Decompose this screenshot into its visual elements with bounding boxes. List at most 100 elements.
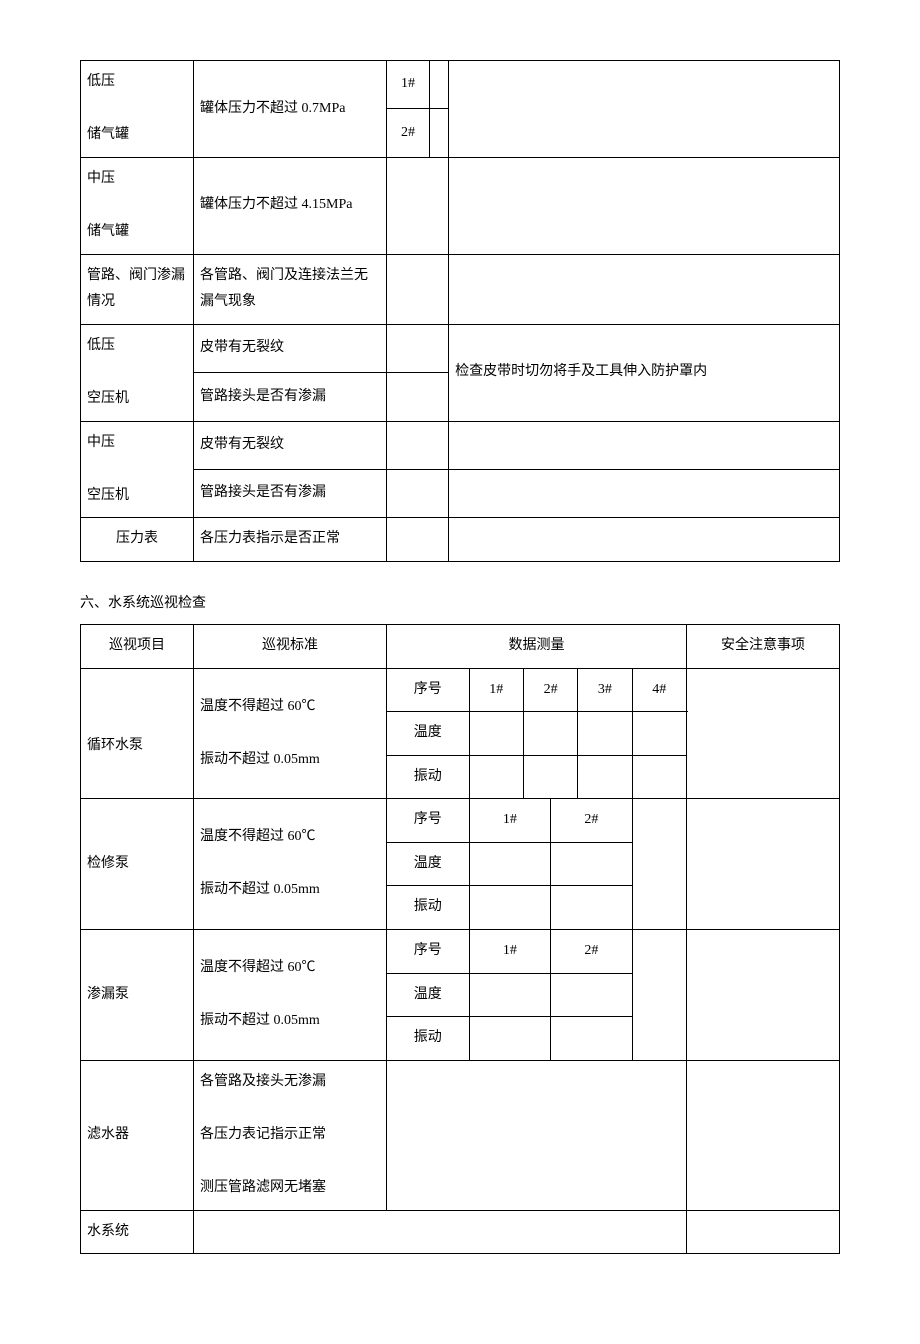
standard-cell: 管路接头是否有渗漏 (194, 469, 387, 517)
note-cell (449, 157, 840, 254)
standard-cell: 各管路、阀门及连接法兰无漏气现象 (194, 254, 387, 324)
value-cell (523, 712, 577, 756)
table-row: 滤水器 各管路及接头无渗漏 各压力表记指示正常 测压管路滤网无堵塞 (81, 1060, 840, 1210)
item-cell: 水系统 (81, 1210, 194, 1254)
mark-cell: 3# (578, 668, 632, 712)
value-cell (430, 61, 449, 109)
mark-cell: 2# (523, 668, 577, 712)
item-cell: 低压 空压机 (81, 324, 194, 421)
cell-text: 低压 (87, 338, 115, 353)
cell-text: 储气罐 (87, 127, 129, 142)
cell-text: 温度不得超过 60℃ (200, 699, 316, 714)
cell-text: 测压管路滤网无堵塞 (200, 1180, 326, 1195)
cell-text: 储气罐 (87, 224, 129, 239)
blank-cell (632, 930, 686, 1061)
standard-cell: 各管路及接头无渗漏 各压力表记指示正常 测压管路滤网无堵塞 (194, 1060, 387, 1210)
standard-cell: 各压力表指示是否正常 (194, 518, 387, 562)
cell-text: 中压 (87, 171, 115, 186)
note-cell (449, 421, 840, 469)
mark-cell: 1# (469, 930, 551, 974)
cell-text: 振动不超过 0.05mm (200, 752, 320, 767)
item-cell: 渗漏泵 (81, 930, 194, 1061)
value-cell (387, 469, 449, 517)
standard-cell: 罐体压力不超过 0.7MPa (194, 61, 387, 158)
section-title: 六、水系统巡视检查 (80, 592, 840, 612)
note-cell (687, 1210, 840, 1254)
cell-text: 各管路及接头无渗漏 (200, 1074, 326, 1089)
cell-text: 振动不超过 0.05mm (200, 882, 320, 897)
table-row: 循环水泵 温度不得超过 60℃ 振动不超过 0.05mm 序号 1# 2# 3#… (81, 668, 840, 712)
note-cell (687, 668, 840, 799)
standard-cell: 皮带有无裂纹 (194, 324, 387, 372)
value-cell (469, 973, 551, 1017)
note-cell (449, 518, 840, 562)
table-row: 检修泵 温度不得超过 60℃ 振动不超过 0.05mm 序号 1# 2# (81, 799, 840, 843)
item-cell: 循环水泵 (81, 668, 194, 799)
standard-cell: 罐体压力不超过 4.15MPa (194, 157, 387, 254)
value-cell (469, 842, 551, 886)
note-cell (449, 254, 840, 324)
header-cell: 数据测量 (387, 624, 687, 668)
cell-text: 中压 (87, 435, 115, 450)
temp-label: 温度 (387, 842, 470, 886)
standard-cell: 温度不得超过 60℃ 振动不超过 0.05mm (194, 668, 387, 799)
cell-text: 振动不超过 0.05mm (200, 1013, 320, 1028)
table-row: 低压 空压机 皮带有无裂纹 检查皮带时切勿将手及工具伸入防护罩内 (81, 324, 840, 372)
mark-cell: 1# (469, 799, 551, 843)
table-row: 水系统 (81, 1210, 840, 1254)
compressor-inspection-table: 低压 储气罐 罐体压力不超过 0.7MPa 1# 2# 中压 储气罐 罐体压力不… (80, 60, 840, 562)
note-cell: 检查皮带时切勿将手及工具伸入防护罩内 (449, 324, 840, 421)
value-cell (523, 755, 577, 799)
table-row: 中压 储气罐 罐体压力不超过 4.15MPa (81, 157, 840, 254)
value-cell (430, 109, 449, 157)
temp-label: 温度 (387, 712, 470, 756)
vib-label: 振动 (387, 755, 470, 799)
value-cell (387, 254, 449, 324)
note-cell (449, 61, 840, 158)
standard-cell: 温度不得超过 60℃ 振动不超过 0.05mm (194, 930, 387, 1061)
seq-label: 序号 (387, 668, 470, 712)
value-cell (469, 755, 523, 799)
value-cell (469, 886, 551, 930)
cell-text: 空压机 (87, 391, 129, 406)
standard-cell: 管路接头是否有渗漏 (194, 373, 387, 421)
value-cell (387, 1060, 687, 1210)
note-cell (687, 799, 840, 930)
table-row: 管路、阀门渗漏情况 各管路、阀门及连接法兰无漏气现象 (81, 254, 840, 324)
cell-text: 温度不得超过 60℃ (200, 829, 316, 844)
header-cell: 巡视项目 (81, 624, 194, 668)
value-cell (387, 157, 449, 254)
value-cell (469, 1017, 551, 1061)
mark-cell: 2# (387, 109, 430, 157)
value-cell (551, 973, 633, 1017)
value-cell (387, 324, 449, 372)
mark-cell: 1# (469, 668, 523, 712)
value-cell (469, 712, 523, 756)
item-cell: 管路、阀门渗漏情况 (81, 254, 194, 324)
value-cell (578, 755, 632, 799)
item-cell: 中压 储气罐 (81, 157, 194, 254)
water-system-inspection-table: 巡视项目 巡视标准 数据测量 安全注意事项 循环水泵 温度不得超过 60℃ 振动… (80, 624, 840, 1255)
blank-cell (632, 799, 686, 930)
item-cell: 低压 储气罐 (81, 61, 194, 158)
value-cell (551, 1017, 633, 1061)
header-cell: 巡视标准 (194, 624, 387, 668)
value-cell (551, 842, 633, 886)
item-cell: 中压 空压机 (81, 421, 194, 518)
mark-cell: 2# (551, 930, 633, 974)
vib-label: 振动 (387, 886, 470, 930)
value-cell (387, 421, 449, 469)
cell-text: 低压 (87, 74, 115, 89)
note-cell (687, 930, 840, 1061)
cell-text: 各压力表记指示正常 (200, 1127, 326, 1142)
note-cell (449, 469, 840, 517)
mark-cell: 1# (387, 61, 430, 109)
vib-label: 振动 (387, 1017, 470, 1061)
value-cell (387, 373, 449, 421)
table-row: 低压 储气罐 罐体压力不超过 0.7MPa 1# (81, 61, 840, 109)
cell-text: 空压机 (87, 488, 129, 503)
value-cell (632, 712, 686, 756)
standard-cell: 温度不得超过 60℃ 振动不超过 0.05mm (194, 799, 387, 930)
value-cell (578, 712, 632, 756)
temp-label: 温度 (387, 973, 470, 1017)
